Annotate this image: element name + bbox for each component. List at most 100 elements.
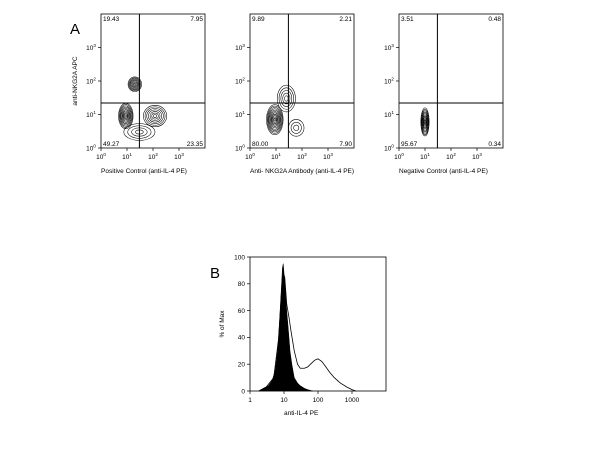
contour-ring bbox=[127, 76, 142, 92]
quadrant-upper-left: 3.51 bbox=[401, 16, 414, 23]
x-tick-label: 101 bbox=[420, 152, 430, 161]
contour-ring bbox=[266, 104, 284, 136]
x-tick-label: 100 bbox=[313, 397, 324, 404]
y-tick-label: 100 bbox=[235, 144, 245, 153]
histogram-outline-series bbox=[258, 272, 357, 392]
plot-frame bbox=[398, 13, 504, 149]
quadrant-lower-left: 49.27 bbox=[103, 141, 120, 148]
contour-ring bbox=[421, 111, 429, 133]
contour-ring bbox=[271, 113, 279, 126]
x-tick-label: 10 bbox=[280, 397, 288, 404]
x-tick-label: 100 bbox=[245, 152, 255, 161]
histogram-filled-series bbox=[258, 263, 313, 392]
contour-ring bbox=[273, 118, 276, 122]
y-tick-label: 40 bbox=[238, 335, 246, 342]
contour-ring bbox=[128, 77, 142, 91]
contour-plot-negative-control: 3.51 0.48 95.67 0.34 100 101 102 103 100 101 102 10… bbox=[384, 13, 504, 175]
contour-ring bbox=[424, 120, 426, 124]
contour-ring bbox=[146, 108, 164, 124]
x-tick-label: 101 bbox=[122, 152, 132, 161]
y-axis-label: % of Max bbox=[219, 310, 226, 338]
contour-ring bbox=[293, 124, 300, 131]
plot-frame bbox=[249, 256, 387, 392]
y-tick-label: 102 bbox=[86, 77, 96, 86]
contour-group bbox=[266, 84, 305, 137]
quadrant-lower-right: 7.90 bbox=[339, 141, 352, 148]
y-tick-label: 60 bbox=[238, 308, 246, 315]
contour-ring bbox=[133, 83, 136, 86]
contour-ring bbox=[153, 114, 158, 118]
contour-ring bbox=[269, 111, 280, 129]
quadrant-upper-left: 19.43 bbox=[103, 16, 120, 23]
x-tick-label: 102 bbox=[446, 152, 456, 161]
x-tick-label: 1000 bbox=[345, 397, 360, 404]
contour-ring bbox=[130, 79, 140, 90]
x-tick-label: 102 bbox=[297, 152, 307, 161]
histogram-plot: 1 10 100 1000 0 20 40 60 80 100 anti-IL-4 PE % of M… bbox=[219, 254, 387, 417]
x-axis-label: Anti- NKG2A Antibody (anti-IL-4 PE) bbox=[250, 168, 354, 175]
x-tick-label: 103 bbox=[174, 152, 184, 161]
y-tick-label: 0 bbox=[241, 388, 245, 395]
contour-ring bbox=[422, 113, 428, 131]
contour-ring bbox=[132, 82, 137, 87]
contour-ring bbox=[280, 90, 293, 107]
x-axis-label: Positive Control (anti-IL-4 PE) bbox=[101, 168, 187, 175]
quadrant-upper-right: 2.21 bbox=[339, 16, 352, 23]
contour-ring bbox=[151, 112, 159, 120]
x-tick-label: 102 bbox=[148, 152, 158, 161]
contour-ring bbox=[290, 121, 302, 134]
contour-ring bbox=[282, 92, 291, 105]
quadrant-upper-right: 7.95 bbox=[190, 16, 203, 23]
x-axis-label: Negative Control (anti-IL-4 PE) bbox=[399, 168, 488, 175]
contour-group bbox=[118, 76, 168, 141]
x-tick-label: 100 bbox=[96, 152, 106, 161]
quadrant-lower-left: 95.67 bbox=[401, 141, 418, 148]
x-axis-label: anti-IL-4 PE bbox=[284, 410, 319, 417]
x-tick-label: 101 bbox=[271, 152, 281, 161]
quadrant-lower-right: 0.34 bbox=[488, 141, 501, 148]
contour-ring bbox=[118, 104, 133, 128]
quadrant-upper-left: 9.89 bbox=[252, 16, 265, 23]
contour-ring bbox=[269, 109, 281, 130]
contour-ring bbox=[120, 106, 132, 126]
contour-ring bbox=[423, 117, 427, 127]
quadrant-lower-left: 80.00 bbox=[252, 141, 269, 148]
contour-ring bbox=[143, 105, 168, 128]
x-tick-label: 103 bbox=[323, 152, 333, 161]
contour-ring bbox=[273, 116, 277, 123]
quadrant-upper-right: 0.48 bbox=[488, 16, 501, 23]
contour-ring bbox=[421, 110, 429, 134]
y-tick-label: 100 bbox=[234, 254, 245, 261]
contour-ring bbox=[119, 105, 132, 127]
contour-ring bbox=[266, 105, 283, 134]
x-tick-label: 103 bbox=[472, 152, 482, 161]
contour-plot-positive-control: 19.43 7.95 49.27 23.35 100 101 102 103 100 101 102… bbox=[72, 13, 206, 175]
y-tick-label: 101 bbox=[384, 110, 394, 119]
contour-ring bbox=[148, 109, 163, 123]
y-tick-label: 101 bbox=[86, 110, 96, 119]
contour-ring bbox=[423, 116, 427, 128]
y-tick-label: 103 bbox=[384, 43, 394, 52]
x-tick-label: 1 bbox=[248, 397, 252, 404]
panel-a-label: A bbox=[70, 21, 80, 38]
y-tick-label: 80 bbox=[238, 281, 246, 288]
contour-ring bbox=[284, 95, 289, 102]
contour-ring bbox=[124, 114, 127, 118]
contour-plot-anti-nkg2a: 9.89 2.21 80.00 7.90 100 101 102 103 100 101 102 10… bbox=[235, 13, 355, 175]
contour-ring bbox=[121, 109, 130, 123]
contour-ring bbox=[124, 113, 128, 119]
contour-ring bbox=[122, 110, 129, 122]
contour-ring bbox=[149, 111, 161, 121]
contour-ring bbox=[423, 118, 427, 126]
x-tick-label: 100 bbox=[394, 152, 404, 161]
contour-ring bbox=[272, 115, 278, 125]
y-tick-label: 100 bbox=[86, 144, 96, 153]
contour-ring bbox=[268, 108, 282, 131]
contour-ring bbox=[278, 87, 294, 110]
contour-ring bbox=[420, 107, 430, 137]
contour-ring bbox=[267, 107, 282, 133]
y-tick-label: 103 bbox=[86, 43, 96, 52]
y-tick-label: 20 bbox=[238, 362, 246, 369]
contour-ring bbox=[132, 81, 138, 88]
panel-b-label: B bbox=[210, 265, 220, 282]
